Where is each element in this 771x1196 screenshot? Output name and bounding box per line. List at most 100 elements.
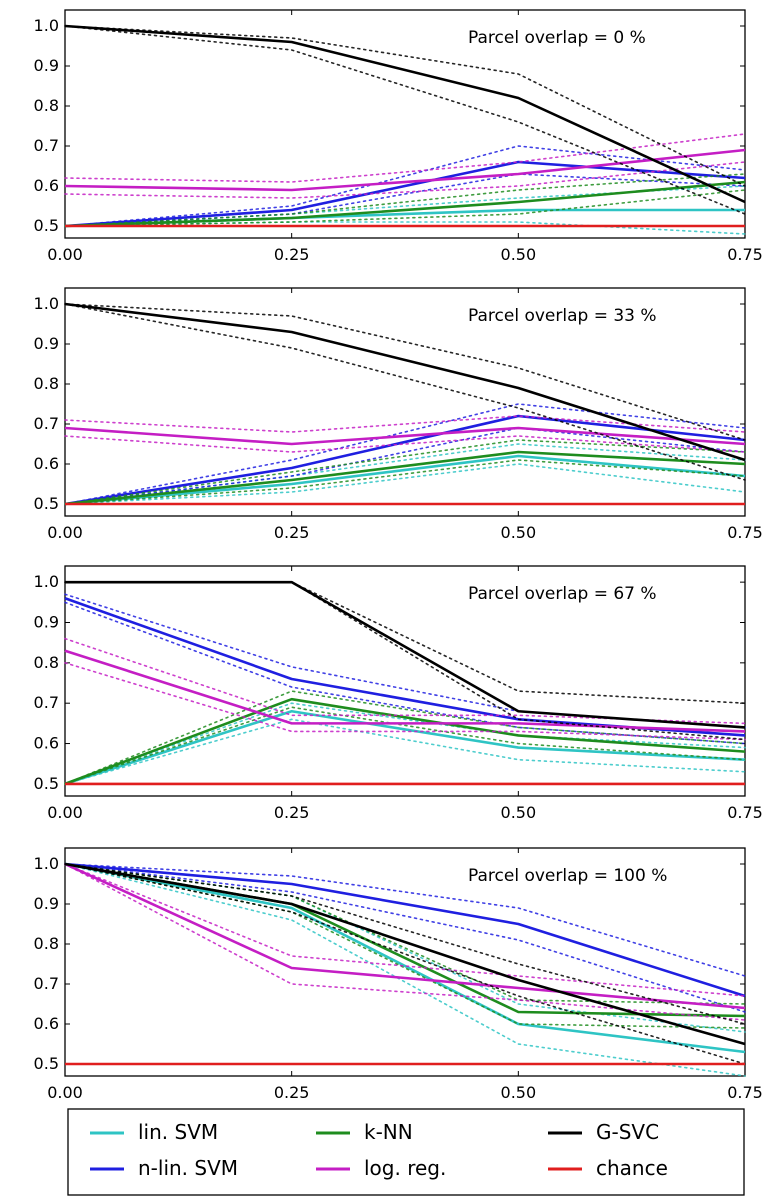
series-lower-bound-line — [64, 863, 746, 1029]
series-line — [64, 862, 746, 1054]
y-tick-label: 1.0 — [34, 16, 59, 35]
x-tick-label: 0.00 — [47, 1083, 83, 1102]
series-lower-bound-line — [64, 189, 746, 227]
legend-item-g-svc: G-SVC — [548, 1120, 659, 1144]
x-tick-label: 0.75 — [727, 523, 763, 542]
x-tick-label: 0.00 — [47, 245, 83, 264]
y-tick-label: 0.5 — [34, 494, 59, 513]
series-line — [64, 597, 746, 737]
chart-panel-3: 0.5 0.6 0.7 0.8 0.9 1.0 0.00 0.25 0.50 0.75 Parcel… — [34, 565, 763, 822]
y-tick-label: 0.7 — [34, 974, 59, 993]
series-lower-bound-line — [64, 303, 746, 481]
y-tick-label: 0.6 — [34, 1014, 59, 1033]
x-tick-label: 0.50 — [501, 803, 537, 822]
series-line — [64, 302, 746, 462]
y-tick-label: 0.7 — [34, 414, 59, 433]
series-g-svc — [64, 862, 746, 1065]
series-g-svc — [64, 580, 746, 741]
series-upper-bound-line — [64, 25, 746, 187]
series-line — [64, 450, 746, 506]
series-line — [64, 862, 746, 1010]
x-tick-label: 0.25 — [274, 523, 310, 542]
series-lower-bound-line — [64, 863, 746, 1021]
series-g-svc — [64, 24, 746, 215]
series-line — [64, 414, 746, 506]
legend-item-log-reg: log. reg. — [316, 1156, 446, 1180]
legend-label: G-SVC — [596, 1120, 659, 1144]
series-upper-bound-line — [64, 593, 746, 729]
legend-label: chance — [596, 1156, 668, 1180]
legend-item-lin-svm: lin. SVM — [90, 1120, 218, 1144]
series-upper-bound-line — [64, 173, 746, 227]
series-lower-bound-line — [64, 581, 746, 741]
y-tick-label: 0.9 — [34, 334, 59, 353]
x-tick-label: 0.75 — [727, 1083, 763, 1102]
y-tick-label: 0.8 — [34, 374, 59, 393]
legend-item-k-nn: k-NN — [316, 1120, 413, 1144]
panel-annotation: Parcel overlap = 33 % — [468, 306, 657, 326]
x-tick-label: 0.25 — [274, 1083, 310, 1102]
series-k-nn — [64, 690, 746, 786]
y-tick-label: 0.6 — [34, 734, 59, 753]
series-line — [64, 160, 746, 228]
y-tick-label: 1.0 — [34, 294, 59, 313]
y-tick-label: 0.8 — [34, 96, 59, 115]
y-tick-label: 0.7 — [34, 136, 59, 155]
series-upper-bound-line — [64, 439, 746, 505]
chart-panel-4: 0.5 0.6 0.7 0.8 0.9 1.0 0.00 0.25 0.50 0.75 Parcel… — [34, 847, 763, 1102]
y-tick-label: 0.5 — [34, 774, 59, 793]
y-tick-label: 0.6 — [34, 454, 59, 473]
x-tick-label: 0.75 — [727, 803, 763, 822]
series-lower-bound-line — [64, 662, 746, 741]
y-tick-label: 0.5 — [34, 1054, 59, 1073]
y-tick-label: 1.0 — [34, 854, 59, 873]
series-lower-bound-line — [64, 435, 746, 453]
chart-panel-1: 0.5 0.6 0.7 0.8 0.9 1.0 0.00 0.25 0.50 0.75 Parcel… — [34, 9, 763, 264]
series-lower-bound-line — [64, 601, 746, 745]
legend-label: lin. SVM — [138, 1120, 218, 1144]
series-k-nn — [64, 862, 746, 1029]
y-tick-label: 0.9 — [34, 612, 59, 631]
series-upper-bound-line — [64, 133, 746, 183]
series-upper-bound-line — [64, 145, 746, 227]
x-tick-label: 0.25 — [274, 803, 310, 822]
series-lower-bound-line — [64, 427, 746, 505]
series-line — [64, 862, 746, 1046]
x-tick-label: 0.25 — [274, 245, 310, 264]
legend-box — [67, 1108, 745, 1196]
panel-annotation: Parcel overlap = 100 % — [468, 866, 667, 886]
legend-label: log. reg. — [364, 1156, 446, 1180]
y-tick-label: 0.8 — [34, 934, 59, 953]
series-log-reg — [64, 133, 746, 199]
series-line — [64, 24, 746, 204]
series-line — [64, 697, 746, 786]
x-tick-label: 0.50 — [501, 523, 537, 542]
series-upper-bound-line — [64, 863, 746, 977]
x-tick-label: 0.00 — [47, 523, 83, 542]
series-upper-bound-line — [64, 702, 746, 785]
y-tick-label: 1.0 — [34, 572, 59, 591]
series-lower-bound-line — [64, 463, 746, 505]
y-tick-label: 0.6 — [34, 176, 59, 195]
series-upper-bound-line — [64, 415, 746, 433]
axes-frame — [64, 847, 746, 1077]
series-log-reg — [64, 637, 746, 741]
y-tick-label: 0.8 — [34, 653, 59, 672]
series-lower-bound-line — [64, 161, 746, 199]
axes-frame — [64, 287, 746, 517]
x-tick-label: 0.00 — [47, 803, 83, 822]
series-line — [64, 709, 746, 786]
series-upper-bound-line — [64, 403, 746, 505]
series-k-nn — [64, 173, 746, 228]
legend-item-chance: chance — [548, 1156, 668, 1180]
series-lower-bound-line — [64, 25, 746, 215]
series-n-lin-svm — [64, 862, 746, 1013]
series-lin-svm — [64, 862, 746, 1077]
x-tick-label: 0.50 — [501, 1083, 537, 1102]
series-upper-bound-line — [64, 863, 746, 1025]
axes-frame — [64, 565, 746, 797]
series-lower-bound-line — [64, 863, 746, 1065]
series-g-svc — [64, 302, 746, 481]
y-tick-label: 0.9 — [34, 894, 59, 913]
